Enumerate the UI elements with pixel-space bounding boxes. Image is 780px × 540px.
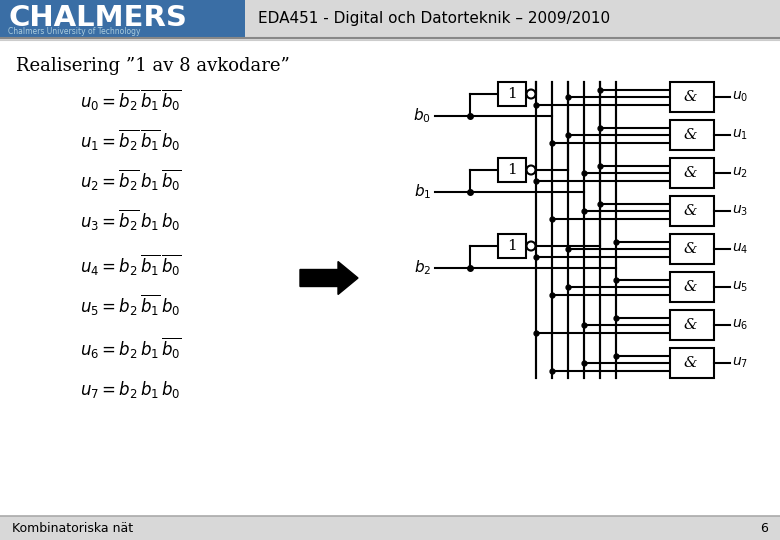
Text: $u_1 = \overline{b_2}\,\overline{b_1}\,b_0$: $u_1 = \overline{b_2}\,\overline{b_1}\,b…	[80, 127, 180, 153]
Text: &: &	[683, 242, 697, 256]
Text: $u_1$: $u_1$	[732, 128, 748, 142]
Bar	[670, 272, 714, 302]
Circle shape	[526, 165, 536, 174]
Text: &: &	[683, 318, 697, 332]
Text: CHALMERS: CHALMERS	[8, 4, 187, 32]
Text: 1: 1	[507, 163, 517, 177]
Text: $u_4 = b_2\,\overline{b_1}\,\overline{b_0}$: $u_4 = b_2\,\overline{b_1}\,\overline{b_…	[80, 252, 182, 278]
Text: &: &	[683, 128, 697, 142]
Text: $u_3$: $u_3$	[732, 204, 748, 218]
Bar	[670, 158, 714, 188]
Bar	[670, 348, 714, 378]
Bar	[0, 516, 780, 540]
Text: $u_6 = b_2\,b_1\,\overline{b_0}$: $u_6 = b_2\,b_1\,\overline{b_0}$	[80, 335, 182, 361]
Bar	[670, 196, 714, 226]
Bar	[670, 120, 714, 150]
Text: $u_6$: $u_6$	[732, 318, 748, 332]
Text: $u_7$: $u_7$	[732, 356, 748, 370]
Bar	[498, 158, 526, 182]
Bar	[498, 234, 526, 258]
Text: &: &	[683, 204, 697, 218]
Text: $u_3 = \overline{b_2}\,b_1\,b_0$: $u_3 = \overline{b_2}\,b_1\,b_0$	[80, 207, 180, 233]
Text: $b_2$: $b_2$	[413, 259, 431, 278]
Text: &: &	[683, 356, 697, 370]
Text: $u_4$: $u_4$	[732, 242, 748, 256]
Bar	[498, 82, 526, 106]
Text: Realisering ”1 av 8 avkodare”: Realisering ”1 av 8 avkodare”	[16, 57, 290, 75]
Bar	[670, 82, 714, 112]
Text: EDA451 - Digital och Datorteknik – 2009/2010: EDA451 - Digital och Datorteknik – 2009/…	[258, 10, 610, 25]
Text: $u_5 = b_2\,\overline{b_1}\,b_0$: $u_5 = b_2\,\overline{b_1}\,b_0$	[80, 293, 180, 318]
Text: &: &	[683, 166, 697, 180]
Bar	[0, 0, 245, 37]
Text: $b_1$: $b_1$	[413, 183, 431, 201]
Text: 1: 1	[507, 87, 517, 101]
Text: 6: 6	[760, 522, 768, 535]
Text: 1: 1	[507, 239, 517, 253]
FancyArrow shape	[300, 261, 358, 294]
Text: $u_2$: $u_2$	[732, 166, 748, 180]
Text: &: &	[683, 280, 697, 294]
Text: $u_0 = \overline{b_2}\,\overline{b_1}\,\overline{b_0}$: $u_0 = \overline{b_2}\,\overline{b_1}\,\…	[80, 87, 182, 112]
Circle shape	[526, 241, 536, 251]
Text: $u_0$: $u_0$	[732, 90, 748, 104]
Bar	[670, 234, 714, 264]
Circle shape	[526, 90, 536, 98]
Text: &: &	[683, 90, 697, 104]
Text: $u_2 = \overline{b_2}\,b_1\,\overline{b_0}$: $u_2 = \overline{b_2}\,b_1\,\overline{b_…	[80, 167, 182, 193]
Bar	[670, 310, 714, 340]
Text: $u_7 = b_2\,b_1\,b_0$: $u_7 = b_2\,b_1\,b_0$	[80, 380, 180, 401]
Text: Kombinatoriska nät: Kombinatoriska nät	[12, 522, 133, 535]
Text: $b_0$: $b_0$	[413, 106, 431, 125]
Bar	[0, 41, 780, 516]
Text: $u_5$: $u_5$	[732, 280, 748, 294]
Text: Chalmers University of Technology: Chalmers University of Technology	[8, 28, 140, 37]
